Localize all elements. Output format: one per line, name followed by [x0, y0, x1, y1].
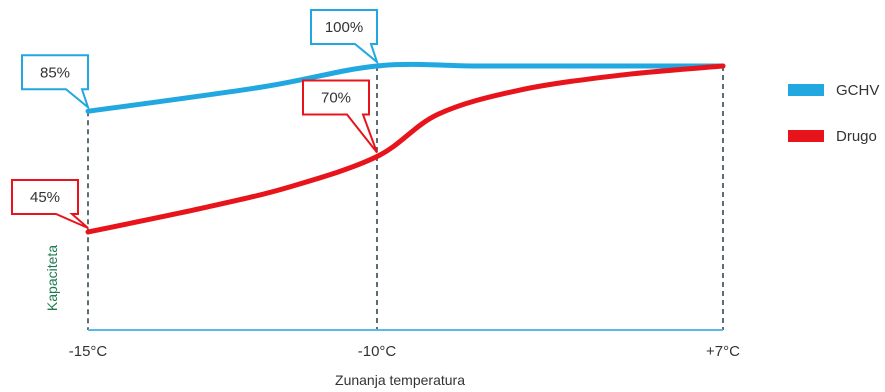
x-tick-label: -10°C [358, 343, 397, 360]
legend-swatch [788, 130, 824, 142]
legend-item: Drugo [788, 128, 877, 145]
legend: GCHV Drugo [788, 82, 879, 145]
callout-bubble [11, 179, 89, 229]
guide-lines [87, 66, 724, 330]
callout: 85% [21, 54, 91, 111]
y-axis-title: Kapaciteta [44, 245, 60, 311]
callout: 70% [302, 79, 378, 154]
legend-swatch [788, 84, 824, 96]
callout: 45% [11, 179, 89, 229]
callout: 100% [310, 9, 380, 65]
x-tick-label: +7°C [706, 343, 740, 360]
legend-label: GCHV [836, 82, 879, 99]
callout-label: 70% [321, 90, 351, 107]
x-tick-labels: -15°C -10°C +7°C [69, 343, 740, 360]
series-line-gchv [85, 61, 726, 114]
x-axis-title: Zunanja temperatura [335, 372, 465, 388]
series-group [85, 61, 726, 235]
x-tick-label: -15°C [69, 343, 108, 360]
callout-label: 85% [40, 64, 70, 81]
callout-label: 45% [30, 189, 60, 206]
legend-item: GCHV [788, 82, 879, 99]
callout-bubble [302, 79, 378, 154]
callout-bubble [21, 54, 91, 111]
legend-label: Drugo [836, 128, 877, 145]
series-line-drugo [85, 63, 726, 235]
callout-label: 100% [325, 19, 363, 36]
callouts-group: 85% 100% 70% 45% [11, 9, 380, 229]
callout-bubble [310, 9, 380, 65]
